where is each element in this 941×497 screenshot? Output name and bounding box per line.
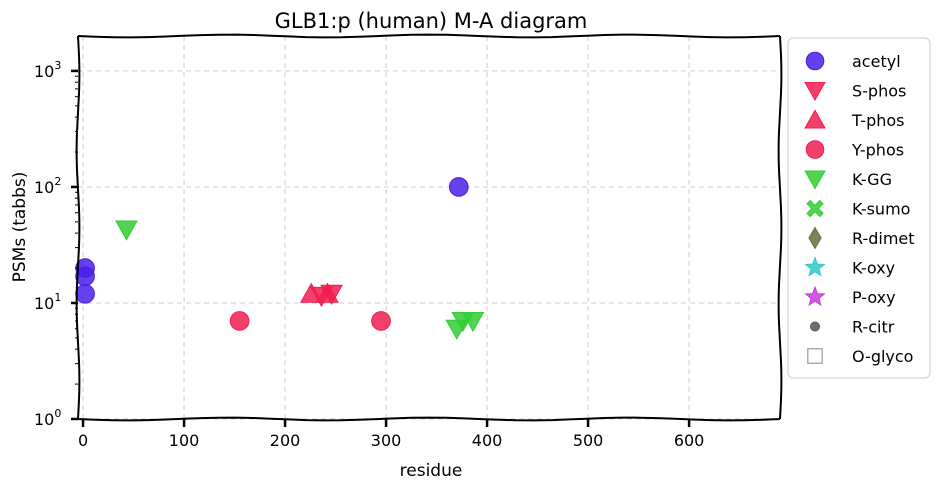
legend-label: R-citr: [852, 318, 895, 337]
legend-item-s-phos: S-phos: [804, 82, 906, 102]
y-tick-base: 10: [34, 178, 54, 197]
legend-box: [787, 37, 931, 379]
data-point-k-gg: [115, 220, 138, 241]
legend-marker: [805, 51, 825, 71]
x-axis-label: residue: [400, 461, 463, 481]
legend-label: K-sumo: [852, 200, 910, 219]
data-point-y-phos: [371, 311, 391, 331]
y-tick-label: 103: [34, 59, 61, 81]
y-tick-exponent: 0: [54, 407, 61, 420]
x-tick-label: 600: [674, 431, 705, 450]
y-tick-exponent: 2: [54, 175, 61, 188]
data-point-t-phos: [299, 282, 323, 303]
legend-marker: [804, 109, 826, 129]
y-tick-base: 10: [34, 294, 54, 313]
x-tick-label: 300: [371, 431, 402, 450]
data-point-k-gg: [461, 311, 485, 333]
legend-item-acetyl: acetyl: [805, 51, 901, 71]
legend-item-k-gg: K-GG: [804, 170, 892, 190]
legend-item-o-glyco: O-glyco: [807, 347, 913, 366]
legend-label: K-oxy: [852, 259, 895, 278]
x-tick-label: 100: [169, 431, 200, 450]
legend-label: K-GG: [852, 170, 892, 189]
legend-label: Y-phos: [851, 141, 904, 160]
points-layer: [75, 177, 485, 340]
legend-label: T-phos: [851, 111, 905, 130]
y-tick-base: 10: [34, 62, 54, 81]
data-point-acetyl: [75, 283, 95, 304]
legend-marker: [804, 82, 826, 102]
legend-item-k-sumo: K-sumo: [806, 199, 910, 219]
legend-marker: [804, 285, 826, 307]
x-tick-label: 500: [573, 431, 604, 450]
legend-item-t-phos: T-phos: [804, 109, 905, 130]
legend-item-r-citr: R-citr: [810, 318, 895, 337]
legend-marker: [804, 256, 826, 277]
legend: acetyl S-phos T-phos Y-phos K-GG K-sumo R-dime…: [787, 37, 931, 379]
data-point-y-phos: [229, 311, 250, 331]
chart-title: GLB1:p (human) M-A diagram: [275, 9, 588, 33]
grid-layer: [78, 36, 780, 420]
legend-item-k-oxy: K-oxy: [804, 256, 895, 278]
legend-label: acetyl: [852, 52, 901, 71]
legend-item-y-phos: Y-phos: [805, 140, 904, 160]
y-tick-base: 10: [34, 410, 54, 429]
y-tick-label: 102: [34, 175, 61, 197]
plot-frame: [75, 33, 783, 422]
y-tick-label: 100: [34, 407, 61, 429]
legend-label: O-glyco: [852, 347, 913, 366]
legend-item-r-dimet: R-dimet: [808, 226, 915, 250]
legend-items: acetyl S-phos T-phos Y-phos K-GG K-sumo R-dime…: [804, 51, 915, 366]
legend-marker: [806, 199, 824, 218]
x-tick-label: 200: [270, 431, 301, 450]
y-axis-label: PSMs (tabbs): [10, 172, 30, 283]
legend-marker: [807, 348, 823, 364]
data-point-t-phos: [316, 282, 339, 303]
legend-marker: [804, 170, 826, 190]
y-tick-exponent: 3: [54, 59, 61, 72]
legend-marker: [810, 321, 820, 332]
legend-label: R-dimet: [852, 229, 915, 248]
legend-label: P-oxy: [852, 288, 896, 307]
legend-marker: [808, 226, 822, 250]
y-tick-exponent: 1: [54, 291, 61, 304]
data-point-acetyl: [448, 177, 469, 197]
x-tick-label: 400: [472, 431, 503, 450]
y-tick-label: 101: [34, 291, 61, 313]
legend-label: S-phos: [852, 82, 906, 101]
legend-marker: [805, 140, 825, 159]
x-tick-label: 0: [78, 431, 88, 450]
legend-item-p-oxy: P-oxy: [804, 285, 896, 307]
